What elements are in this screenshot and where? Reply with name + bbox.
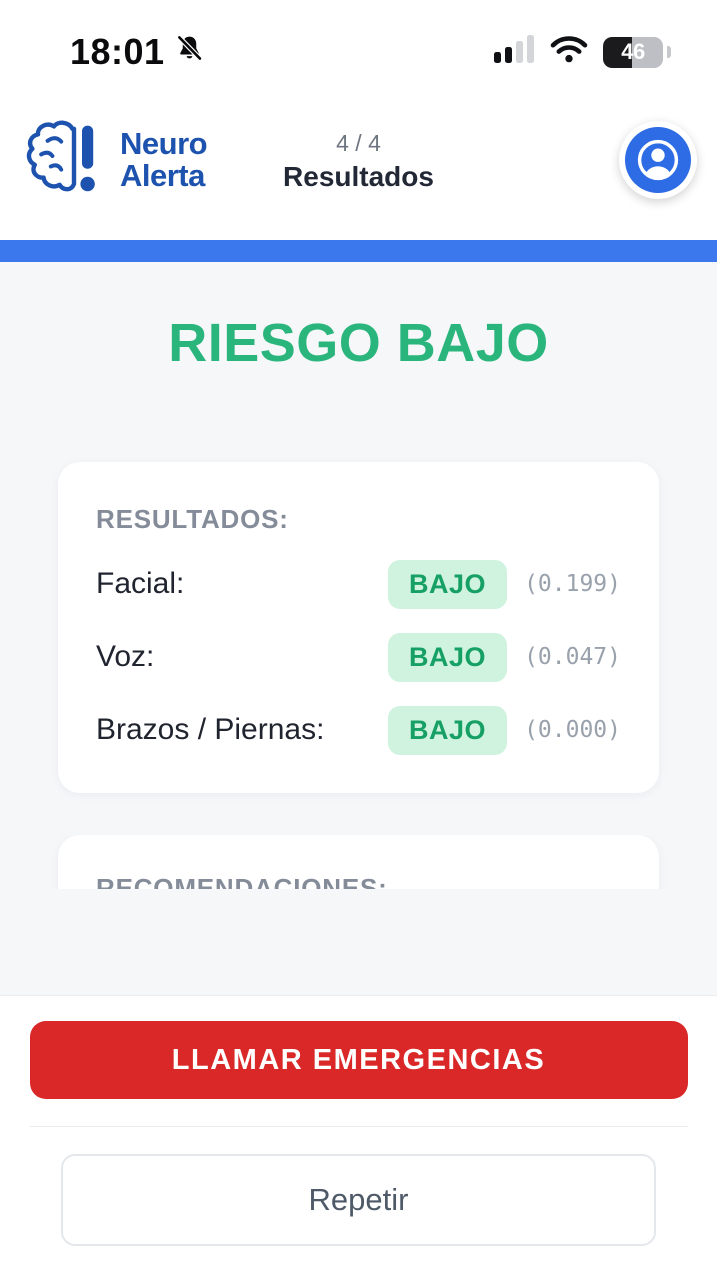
risk-level-badge: BAJO (388, 559, 508, 609)
page-title: Resultados (283, 161, 434, 192)
status-right: 46 (494, 35, 671, 69)
results-scroll-area[interactable]: RIESGO BAJO RESULTADOS: Facial: BAJO (0.… (0, 262, 717, 995)
status-left: 18:01 (70, 31, 206, 73)
profile-icon (625, 127, 691, 193)
progress-bar (0, 240, 717, 262)
result-row-brazos-piernas: Brazos / Piernas: BAJO (0.000) (96, 705, 621, 755)
battery-icon: 46 (603, 36, 663, 68)
result-row-voz: Voz: BAJO (0.047) (96, 632, 621, 682)
cellular-signal-icon (494, 35, 535, 69)
bell-muted-icon (173, 33, 206, 71)
result-label: Brazos / Piernas: (96, 713, 325, 746)
step-counter: 4 / 4 (336, 130, 381, 156)
battery-fill (603, 36, 632, 68)
wifi-icon (550, 35, 588, 69)
results-card-heading: RESULTADOS: (96, 504, 289, 534)
results-card: RESULTADOS: Facial: BAJO (0.199) Voz: BA… (58, 462, 659, 793)
brain-alert-logo-icon (26, 116, 114, 205)
profile-button[interactable] (619, 121, 697, 199)
result-value-group: BAJO (0.047) (388, 632, 621, 682)
app-header: Neuro Alerta 4 / 4 Resultados (0, 90, 717, 240)
call-emergency-button[interactable]: LLAMAR EMERGENCIAS (29, 1021, 688, 1099)
result-value-group: BAJO (0.199) (388, 559, 621, 609)
battery-percent: 46 (621, 39, 645, 64)
risk-level-badge: BAJO (388, 705, 508, 755)
repeat-button[interactable]: Repetir (61, 1154, 656, 1246)
risk-level-title: RIESGO BAJO (168, 313, 549, 373)
clock: 18:01 (70, 31, 165, 72)
brand-logo: Neuro Alerta (26, 116, 208, 205)
risk-score: (0.047) (524, 644, 621, 670)
brand-line2: Alerta (120, 158, 205, 193)
recommendations-card: RECOMENDACIONES: (58, 835, 659, 889)
battery-nub (667, 46, 671, 58)
recommendations-card-clipped: RECOMENDACIONES: (0, 835, 717, 889)
brand-name: Neuro Alerta (120, 126, 208, 193)
header-progress: 4 / 4 Resultados (209, 130, 509, 193)
risk-score: (0.000) (524, 717, 621, 743)
action-footer: LLAMAR EMERGENCIAS Repetir (0, 995, 717, 1280)
risk-level-badge: BAJO (388, 632, 508, 682)
risk-score: (0.199) (524, 571, 621, 597)
status-bar: 18:01 (0, 0, 717, 90)
footer-divider (29, 1126, 688, 1127)
result-label: Facial: (96, 567, 185, 600)
recommendations-card-heading: RECOMENDACIONES: (96, 873, 388, 889)
result-value-group: BAJO (0.000) (388, 705, 621, 755)
result-label: Voz: (96, 640, 155, 673)
result-row-facial: Facial: BAJO (0.199) (96, 559, 621, 609)
brand-line1: Neuro (120, 126, 208, 162)
